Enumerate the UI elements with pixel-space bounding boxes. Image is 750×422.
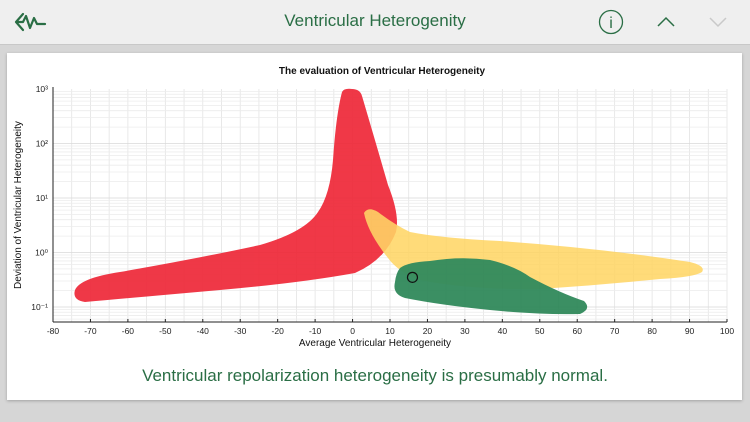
x-tick-label: -20 bbox=[272, 326, 285, 336]
back-button[interactable] bbox=[10, 8, 50, 36]
y-tick-label: 10² bbox=[36, 139, 48, 149]
previous-button[interactable] bbox=[652, 8, 680, 36]
x-tick-label: -40 bbox=[197, 326, 210, 336]
y-tick-label: 10¹ bbox=[36, 193, 48, 203]
info-button[interactable]: i bbox=[597, 8, 625, 36]
page-title: Ventricular Heterogenity bbox=[284, 11, 466, 30]
y-tick-label: 10³ bbox=[36, 84, 48, 94]
ecg-back-arrow-icon bbox=[14, 12, 47, 32]
x-tick-label: -50 bbox=[159, 326, 172, 336]
x-tick-label: 40 bbox=[498, 326, 508, 336]
x-tick-label: -10 bbox=[309, 326, 322, 336]
x-tick-label: 10 bbox=[385, 326, 395, 336]
x-tick-label: -70 bbox=[84, 326, 97, 336]
green-region bbox=[394, 258, 588, 315]
x-tick-label: 30 bbox=[460, 326, 470, 336]
axes: -80 -70 -60 -50 -40 -30 -20 -10 0 10 20 30 40 50 60 70 8… bbox=[31, 84, 734, 336]
chevron-down-icon bbox=[709, 17, 727, 28]
y-tick-label: 10⁰ bbox=[35, 248, 48, 258]
red-region bbox=[74, 88, 397, 302]
x-tick-label: 0 bbox=[350, 326, 355, 336]
info-circle-icon: i bbox=[598, 9, 624, 35]
patient-data-point bbox=[406, 271, 419, 283]
nav-bar: Ventricular Heterogenity i bbox=[0, 0, 750, 45]
x-tick-label: 90 bbox=[685, 326, 695, 336]
x-tick-label: 70 bbox=[610, 326, 620, 336]
y-axis-label: Deviation of Ventricular Heterogeneity bbox=[13, 121, 24, 289]
x-tick-label: 100 bbox=[720, 326, 734, 336]
y-tick-label: 10⁻¹ bbox=[31, 302, 48, 312]
chevron-up-icon bbox=[657, 16, 675, 27]
result-message: Ventricular repolarization heterogeneity… bbox=[142, 366, 608, 385]
next-button[interactable] bbox=[704, 8, 732, 36]
x-tick-label: 50 bbox=[535, 326, 545, 336]
x-tick-label: 80 bbox=[647, 326, 657, 336]
svg-text:i: i bbox=[609, 15, 613, 32]
x-axis-label: Average Ventricular Heterogeneity bbox=[299, 338, 451, 349]
x-tick-label: -80 bbox=[47, 326, 60, 336]
x-tick-label: -60 bbox=[122, 326, 135, 336]
x-tick-label: 20 bbox=[423, 326, 433, 336]
x-tick-label: -30 bbox=[234, 326, 247, 336]
chart-title: The evaluation of Ventricular Heterogene… bbox=[279, 66, 486, 77]
x-tick-label: 60 bbox=[572, 326, 582, 336]
